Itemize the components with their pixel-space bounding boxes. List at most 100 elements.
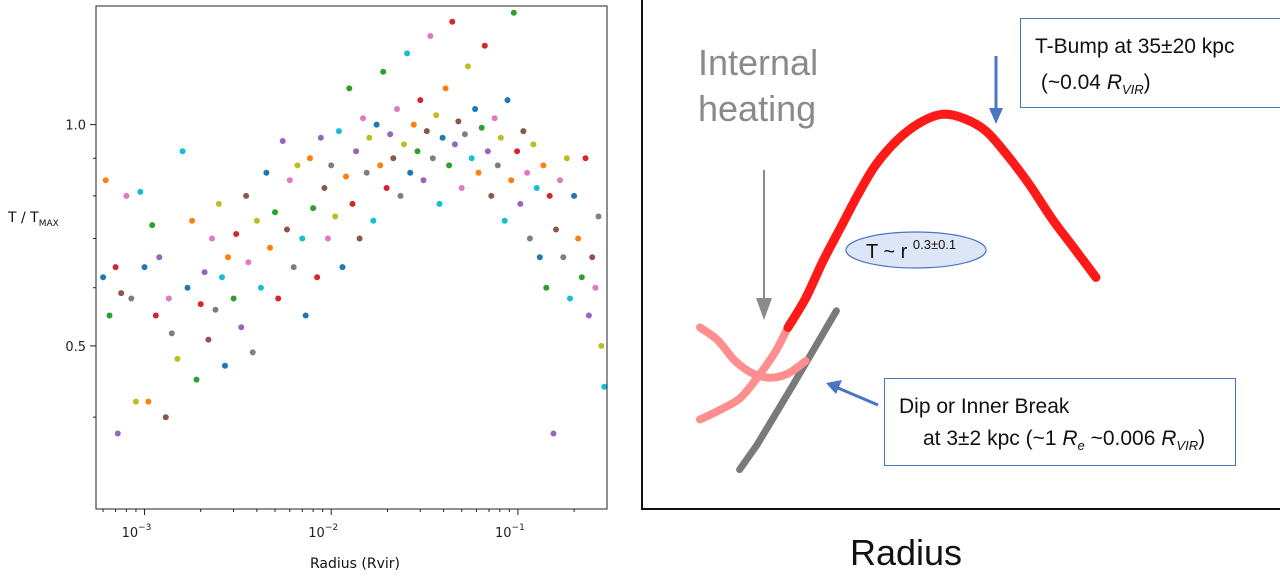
scatter-point — [370, 217, 377, 224]
scatter-point — [423, 128, 430, 135]
x-tick-label: 10−2 — [308, 523, 338, 541]
scatter-point — [560, 254, 567, 261]
scatter-point — [321, 185, 328, 191]
scatter-point — [314, 274, 321, 281]
scatter-point — [284, 226, 290, 233]
scatter-point — [114, 430, 121, 437]
dip-line2: at 3±2 kpc (~1 Re ~0.006 RVIR) — [923, 427, 1206, 454]
scatter-point — [601, 383, 608, 390]
scatter-point — [439, 134, 446, 141]
scatter-point — [346, 85, 353, 92]
scatter-point — [343, 173, 349, 180]
scatter-point — [299, 235, 306, 242]
scatter-point — [128, 295, 135, 302]
scatter-point — [497, 134, 504, 141]
schematic-panel: T ~ r 0.3±0.1 Internal heating T-Bump at… — [630, 0, 1280, 578]
scatter-point — [517, 200, 524, 207]
scatter-point — [168, 330, 175, 337]
scatter-point — [390, 155, 397, 162]
scatter-point — [279, 138, 286, 144]
scatter-point — [458, 185, 465, 191]
scatter-point — [464, 63, 471, 70]
scatter-point — [212, 306, 219, 313]
scatter-point — [360, 115, 366, 122]
scatter-point — [461, 131, 468, 138]
scatter-point — [328, 162, 335, 169]
scatter-point — [230, 295, 237, 302]
scatter-point — [571, 192, 578, 199]
scatter-point — [578, 274, 585, 281]
scatter-point — [145, 398, 152, 405]
scatter-point — [197, 301, 204, 308]
scatter-point — [488, 192, 495, 199]
scatter-point — [363, 169, 370, 176]
scatter-point — [508, 177, 515, 184]
dip-arrow-head — [826, 380, 842, 394]
scatter-point — [112, 264, 119, 271]
scatter-point — [257, 284, 264, 291]
scatter-point — [243, 192, 250, 199]
scatter-point — [179, 148, 186, 155]
main-temperature-curve — [783, 109, 1101, 332]
scatter-point — [267, 244, 273, 251]
scatter-point — [567, 295, 573, 302]
scatter-point — [585, 312, 592, 319]
power-law-label: T ~ r 0.3±0.1 — [866, 237, 956, 263]
scatter-point — [429, 155, 436, 162]
radius-axis-label: Radius — [850, 532, 963, 573]
scatter-point — [491, 115, 498, 122]
scatter-point — [407, 169, 414, 176]
x-tick-label: 10−1 — [495, 523, 525, 541]
scatter-point — [149, 222, 156, 229]
scatter-point — [366, 134, 373, 141]
bump-arrow-head — [989, 108, 1003, 124]
scatter-point — [222, 362, 228, 369]
scatter-point — [193, 376, 200, 383]
scatter-point — [275, 295, 282, 302]
scatter-point — [317, 134, 324, 141]
scatter-point — [394, 106, 400, 112]
scatter-point — [165, 295, 172, 302]
scatter-point — [546, 192, 553, 199]
scatter-point — [455, 118, 462, 125]
scatter-point — [533, 185, 540, 191]
scatter-point — [100, 274, 107, 281]
scatter-point — [468, 155, 475, 162]
scatter-point — [536, 254, 543, 261]
x-axis-label: Radius (Rvir) — [310, 556, 400, 572]
t-bump-note: T-Bump at 35±20 kpc (~0.04 RVIR) — [1020, 18, 1280, 108]
dip-line1: Dip or Inner Break — [899, 395, 1070, 418]
scatter-point — [209, 235, 215, 242]
scatter-point — [575, 235, 582, 242]
scatter-point — [137, 188, 144, 195]
scatter-panel: 10−3 10−2 10−1 1.0 0.5 Radius (Rvir) T / TM… — [0, 0, 620, 578]
scatter-point — [189, 217, 196, 224]
scatter-point — [383, 185, 390, 191]
scatter-point — [123, 192, 130, 199]
curves — [696, 109, 1101, 474]
scatter-point — [484, 148, 491, 155]
scatter-point — [427, 33, 434, 39]
scatter-point — [442, 85, 449, 92]
scatter-point — [272, 209, 278, 216]
scatter-point — [263, 169, 270, 176]
dip-note: Dip or Inner Break at 3±2 kpc (~1 Re ~0.… — [884, 378, 1236, 466]
dip-arrow-shaft — [837, 386, 879, 407]
scatter-point — [449, 18, 456, 25]
scatter-point — [436, 200, 443, 207]
scatter-point — [118, 290, 125, 297]
inner-upturn-curve — [696, 323, 810, 382]
scatter-point — [174, 355, 181, 362]
scatter-point — [380, 68, 387, 75]
scatter-point — [410, 121, 417, 128]
scatter-point — [377, 162, 384, 169]
scatter-point — [563, 155, 570, 162]
scatter-point — [451, 141, 458, 148]
scatter-point — [233, 231, 240, 237]
scatter-point — [595, 213, 602, 220]
scatter-point — [332, 213, 339, 220]
scatter-point — [414, 148, 421, 155]
scatter-point — [598, 342, 605, 349]
scatter-point — [310, 205, 317, 212]
scatter-point — [106, 312, 113, 319]
